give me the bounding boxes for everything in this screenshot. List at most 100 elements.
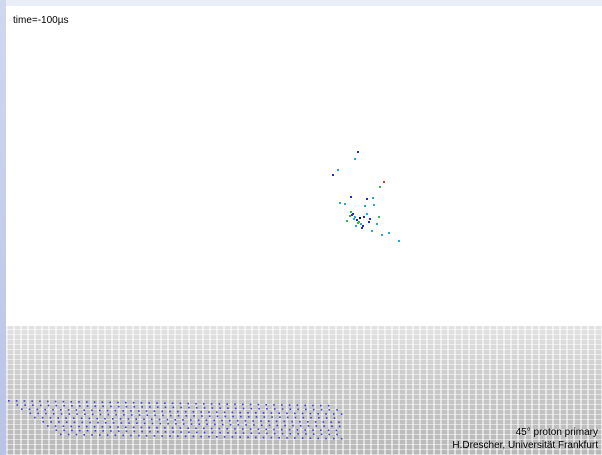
detector-station: [164, 427, 166, 429]
detector-station: [216, 436, 218, 438]
detector-station: [161, 435, 163, 437]
simulation-viewport: time=-100µs 45° proton primary H.Dresche…: [6, 6, 602, 455]
detector-station: [70, 401, 72, 403]
detector-station: [169, 410, 171, 413]
detector-station: [112, 422, 115, 424]
particle: [372, 197, 374, 199]
detector-station: [84, 413, 86, 415]
detector-station: [307, 425, 310, 427]
detector-station: [292, 424, 294, 427]
detector-station: [68, 413, 71, 415]
detector-station: [114, 409, 117, 412]
particle: [373, 204, 375, 206]
detector-station: [188, 431, 190, 433]
particle: [350, 196, 352, 198]
detector-station: [335, 429, 338, 432]
detector-station: [318, 417, 320, 419]
detector-station: [312, 429, 314, 431]
detector-station: [71, 405, 73, 407]
detector-station: [143, 422, 146, 425]
detector-station: [110, 405, 112, 408]
detector-station: [270, 412, 273, 414]
detector-station: [174, 419, 176, 421]
detector-station: [125, 426, 127, 428]
detector-station: [257, 428, 260, 430]
detector-station: [57, 417, 59, 419]
detector-station: [104, 417, 106, 420]
detector-station: [193, 415, 195, 417]
detector-station: [195, 427, 197, 430]
detector-station: [253, 424, 255, 426]
detector-station: [239, 411, 241, 414]
detector-station: [109, 401, 111, 404]
detector-station: [223, 436, 226, 438]
detector-station: [62, 425, 65, 427]
detector-station: [136, 422, 138, 424]
detector-station: [16, 404, 19, 406]
detector-station: [322, 421, 325, 423]
particle: [332, 174, 334, 176]
detector-station: [184, 435, 187, 438]
detector-station: [197, 419, 200, 421]
detector-station: [195, 431, 198, 434]
detector-station: [55, 404, 58, 407]
detector-station: [203, 403, 205, 405]
detector-station: [198, 423, 201, 425]
detector-station: [91, 434, 93, 436]
detector-station: [117, 401, 119, 404]
detector-station: [218, 427, 221, 430]
detector-station: [200, 435, 202, 438]
detector-station: [94, 405, 97, 407]
detector-station: [153, 435, 156, 437]
detector-station: [258, 407, 260, 410]
particle: [376, 223, 378, 225]
detector-station: [75, 433, 78, 436]
detector-station: [94, 430, 97, 432]
detector-station: [180, 431, 182, 433]
particle: [368, 221, 370, 223]
detector-station: [42, 421, 45, 423]
detector-station: [164, 431, 167, 433]
detector-station: [52, 408, 54, 411]
detector-station: [245, 424, 247, 426]
detector-station: [164, 402, 166, 404]
detector-station: [200, 411, 202, 413]
detector-station: [266, 408, 268, 410]
detector-station: [281, 432, 284, 435]
detector-station: [158, 418, 161, 421]
detector-station: [132, 426, 135, 429]
detector-station: [226, 403, 228, 405]
detector-station: [47, 425, 49, 427]
detector-station: [47, 400, 49, 403]
detector-station: [93, 425, 96, 428]
detector-station: [325, 417, 328, 419]
detector-station: [169, 435, 171, 437]
detector-station: [210, 427, 213, 430]
detector-station: [338, 425, 341, 428]
detector-station: [153, 410, 156, 412]
caption-primary: 45° proton primary: [515, 427, 598, 438]
particle: [339, 202, 341, 204]
detector-station: [340, 413, 343, 415]
particle: [381, 234, 383, 236]
detector-station: [86, 401, 88, 403]
detector-station: [141, 406, 143, 408]
detector-station: [110, 430, 112, 432]
detector-station: [60, 433, 62, 436]
detector-station: [190, 423, 193, 425]
detector-station: [242, 403, 244, 406]
air-shower-particles: [332, 151, 400, 242]
detector-station: [88, 417, 91, 420]
detector-station: [328, 409, 331, 411]
detector-station: [296, 429, 299, 431]
particle: [378, 216, 380, 218]
caption-credit: H.Drescher, Universität Frankfurt: [452, 440, 598, 451]
particle: [357, 151, 359, 153]
detector-station: [28, 408, 31, 411]
detector-station: [283, 420, 286, 423]
detector-station: [182, 423, 185, 425]
ground-plane: [6, 326, 602, 455]
detector-station: [219, 431, 221, 434]
detector-station: [340, 437, 343, 440]
detector-station: [284, 424, 286, 427]
